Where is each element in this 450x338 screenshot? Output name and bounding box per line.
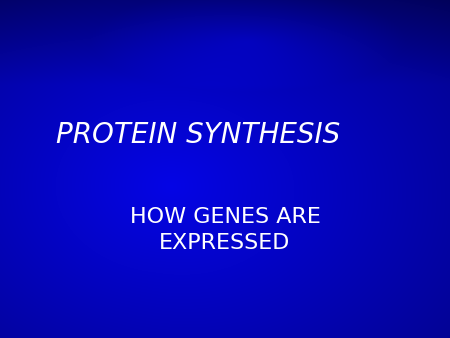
Text: PROTEIN SYNTHESIS: PROTEIN SYNTHESIS [56,121,340,149]
Text: HOW GENES ARE
EXPRESSED: HOW GENES ARE EXPRESSED [130,207,320,253]
